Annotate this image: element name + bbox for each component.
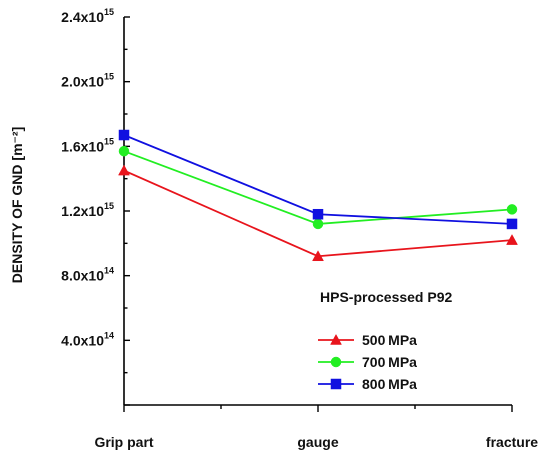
- legend-label: 800 MPa: [362, 376, 417, 392]
- legend-item: 800 MPa: [318, 376, 417, 392]
- y-tick-label: 1.2x1015: [61, 201, 114, 219]
- data-point: [506, 234, 518, 245]
- series-1: [118, 145, 518, 230]
- legend-item: 500 MPa: [318, 332, 417, 348]
- y-tick-label: 8.0x1014: [61, 266, 114, 284]
- legend-label: 500 MPa: [362, 332, 417, 348]
- x-category-label: Grip part: [94, 434, 153, 450]
- data-point: [118, 129, 130, 141]
- data-point: [118, 164, 130, 176]
- data-point: [312, 250, 324, 262]
- data-point: [312, 218, 324, 230]
- y-tick-label: 4.0x1014: [61, 330, 114, 348]
- y-tick-label: 2.0x1015: [61, 72, 114, 90]
- legend-label: 700 MPa: [362, 354, 417, 370]
- legend-marker: [330, 378, 342, 390]
- series-2: [118, 129, 518, 230]
- x-category-label: fracture: [486, 434, 538, 450]
- x-category-label: gauge: [297, 434, 338, 450]
- data-point: [506, 218, 518, 230]
- legend-item: 700 MPa: [318, 354, 417, 370]
- y-axis-ticks: 4.0x1014 8.0x1014 1.2x1015 1.6x1015 2.0x1015…: [61, 7, 130, 406]
- legend: 500 MPa 700 MPa 800 MPa: [318, 332, 417, 392]
- legend-marker: [330, 356, 342, 368]
- series-0: [118, 164, 518, 262]
- y-tick-label: 2.4x1015: [61, 7, 114, 25]
- y-axis-title: DENSITY OF GND [m⁻²]: [9, 127, 25, 283]
- data-point: [118, 145, 130, 157]
- series-layer: [118, 129, 518, 262]
- data-point: [312, 208, 324, 220]
- x-axis-ticks: Grip part gauge fracture: [94, 405, 538, 450]
- legend-marker: [330, 333, 342, 345]
- data-point: [506, 204, 518, 215]
- chart-annotation: HPS-processed P92: [320, 289, 452, 305]
- y-tick-label: 1.6x1015: [61, 136, 114, 154]
